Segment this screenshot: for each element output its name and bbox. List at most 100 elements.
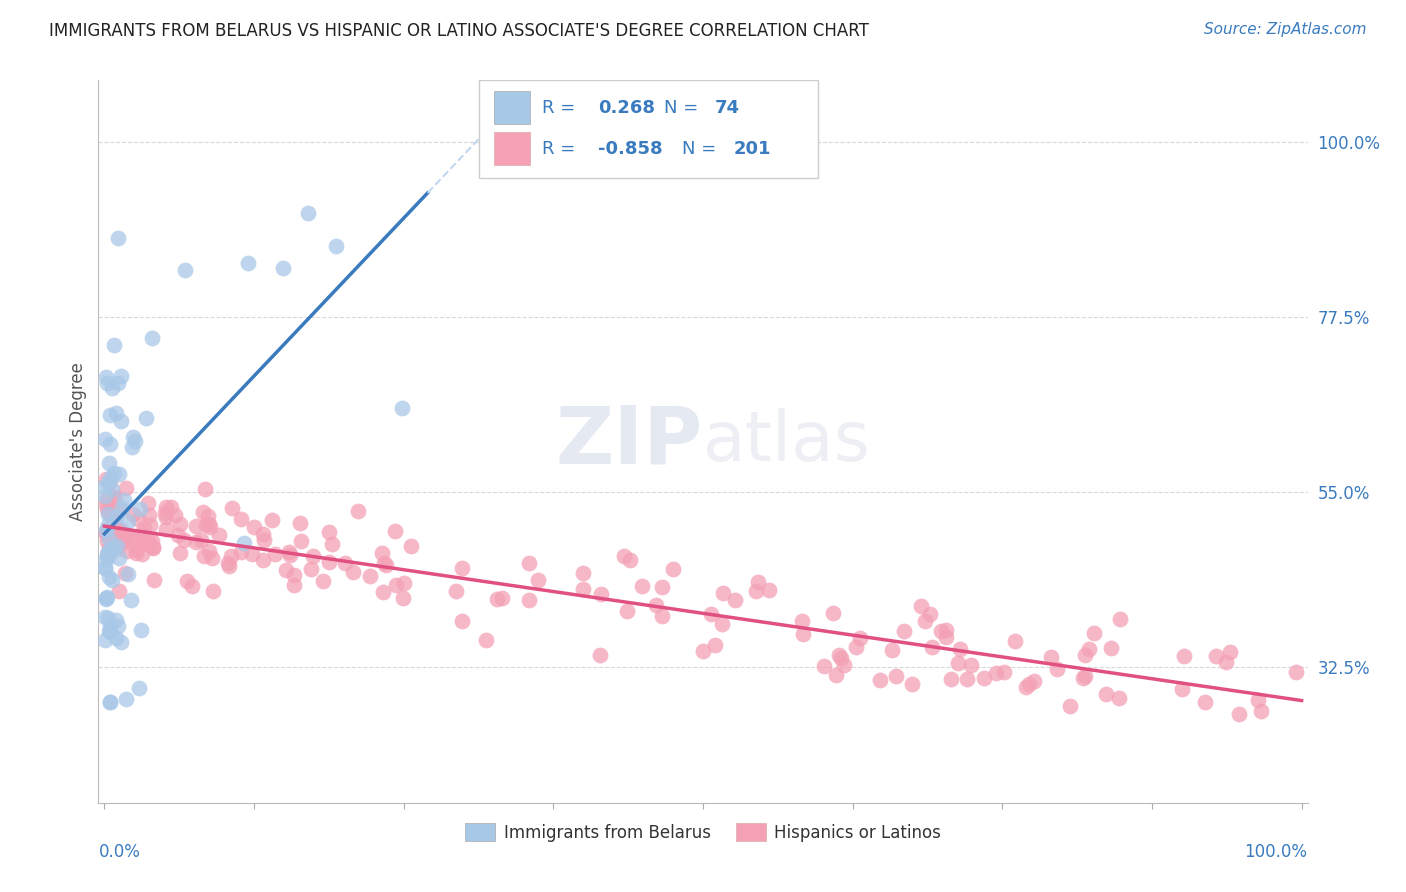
Point (97, 611, 120, 625)
Point (347, 504, 370, 518)
Legend: Immigrants from Belarus, Hispanics or Latinos: Immigrants from Belarus, Hispanics or La… (458, 817, 948, 848)
Point (450, 561, 472, 575)
Point (117, 514, 139, 528)
Point (1215, 655, 1237, 669)
Point (110, 414, 132, 428)
Point (143, 573, 166, 587)
Point (824, 667, 846, 681)
Point (299, 562, 322, 576)
Point (662, 562, 685, 576)
Point (141, 541, 163, 555)
Point (186, 535, 208, 549)
Point (1094, 687, 1116, 701)
Point (139, 518, 162, 533)
Point (960, 658, 983, 673)
Point (884, 669, 907, 683)
Point (96, 497, 118, 511)
Point (1015, 680, 1038, 694)
Point (121, 430, 143, 444)
Text: N =: N = (664, 99, 704, 117)
Point (229, 545, 252, 559)
Point (131, 527, 153, 541)
Point (384, 524, 406, 538)
Point (107, 376, 129, 391)
Point (371, 546, 394, 560)
Point (94, 433, 117, 447)
Point (1039, 650, 1062, 665)
Point (165, 508, 187, 523)
Point (103, 338, 125, 352)
Point (127, 512, 149, 526)
Point (138, 533, 160, 548)
Text: N =: N = (682, 140, 723, 158)
Point (375, 558, 398, 573)
Point (973, 671, 995, 685)
Point (233, 536, 256, 550)
Point (1171, 681, 1194, 696)
Point (94, 524, 117, 539)
Point (288, 516, 311, 531)
Point (1078, 642, 1101, 657)
Point (745, 583, 768, 598)
Point (724, 593, 747, 607)
Point (186, 518, 208, 533)
Point (121, 440, 143, 454)
Point (792, 627, 814, 641)
Point (645, 598, 668, 612)
Point (491, 591, 513, 605)
Point (252, 553, 274, 567)
Point (869, 673, 891, 687)
Point (94, 472, 117, 486)
Point (101, 381, 124, 395)
Point (96, 590, 118, 604)
Point (1018, 677, 1040, 691)
Point (1109, 612, 1132, 626)
Point (115, 534, 138, 549)
Point (236, 256, 259, 270)
Point (97, 544, 120, 558)
Point (138, 508, 160, 522)
Point (984, 666, 1007, 681)
Point (1108, 690, 1130, 705)
Point (939, 672, 962, 686)
Point (111, 533, 134, 547)
Point (96, 523, 118, 537)
Point (591, 586, 613, 600)
Point (115, 691, 138, 706)
Point (910, 599, 932, 614)
Point (98, 471, 121, 485)
Point (221, 500, 243, 515)
Point (240, 547, 263, 561)
Point (110, 368, 132, 383)
Point (94, 370, 117, 384)
FancyBboxPatch shape (479, 80, 818, 178)
Point (900, 677, 922, 691)
Point (318, 555, 340, 569)
Point (94, 527, 117, 541)
Point (283, 568, 305, 582)
Point (711, 616, 734, 631)
Point (1059, 698, 1081, 713)
Point (129, 501, 152, 516)
Point (114, 481, 136, 495)
Bar (494, 132, 530, 165)
Point (318, 524, 340, 539)
Point (1083, 625, 1105, 640)
Point (385, 578, 408, 592)
Point (110, 526, 132, 541)
Point (98, 437, 121, 451)
Point (141, 533, 163, 548)
Point (475, 633, 498, 648)
Point (278, 548, 301, 562)
Point (105, 406, 128, 420)
Point (198, 543, 221, 558)
Point (1074, 669, 1097, 683)
Point (1227, 706, 1250, 721)
Point (98, 695, 121, 709)
Point (194, 517, 217, 532)
Point (111, 500, 134, 515)
Point (252, 526, 274, 541)
Point (114, 566, 136, 580)
Text: 201: 201 (734, 140, 770, 158)
Point (297, 206, 319, 220)
